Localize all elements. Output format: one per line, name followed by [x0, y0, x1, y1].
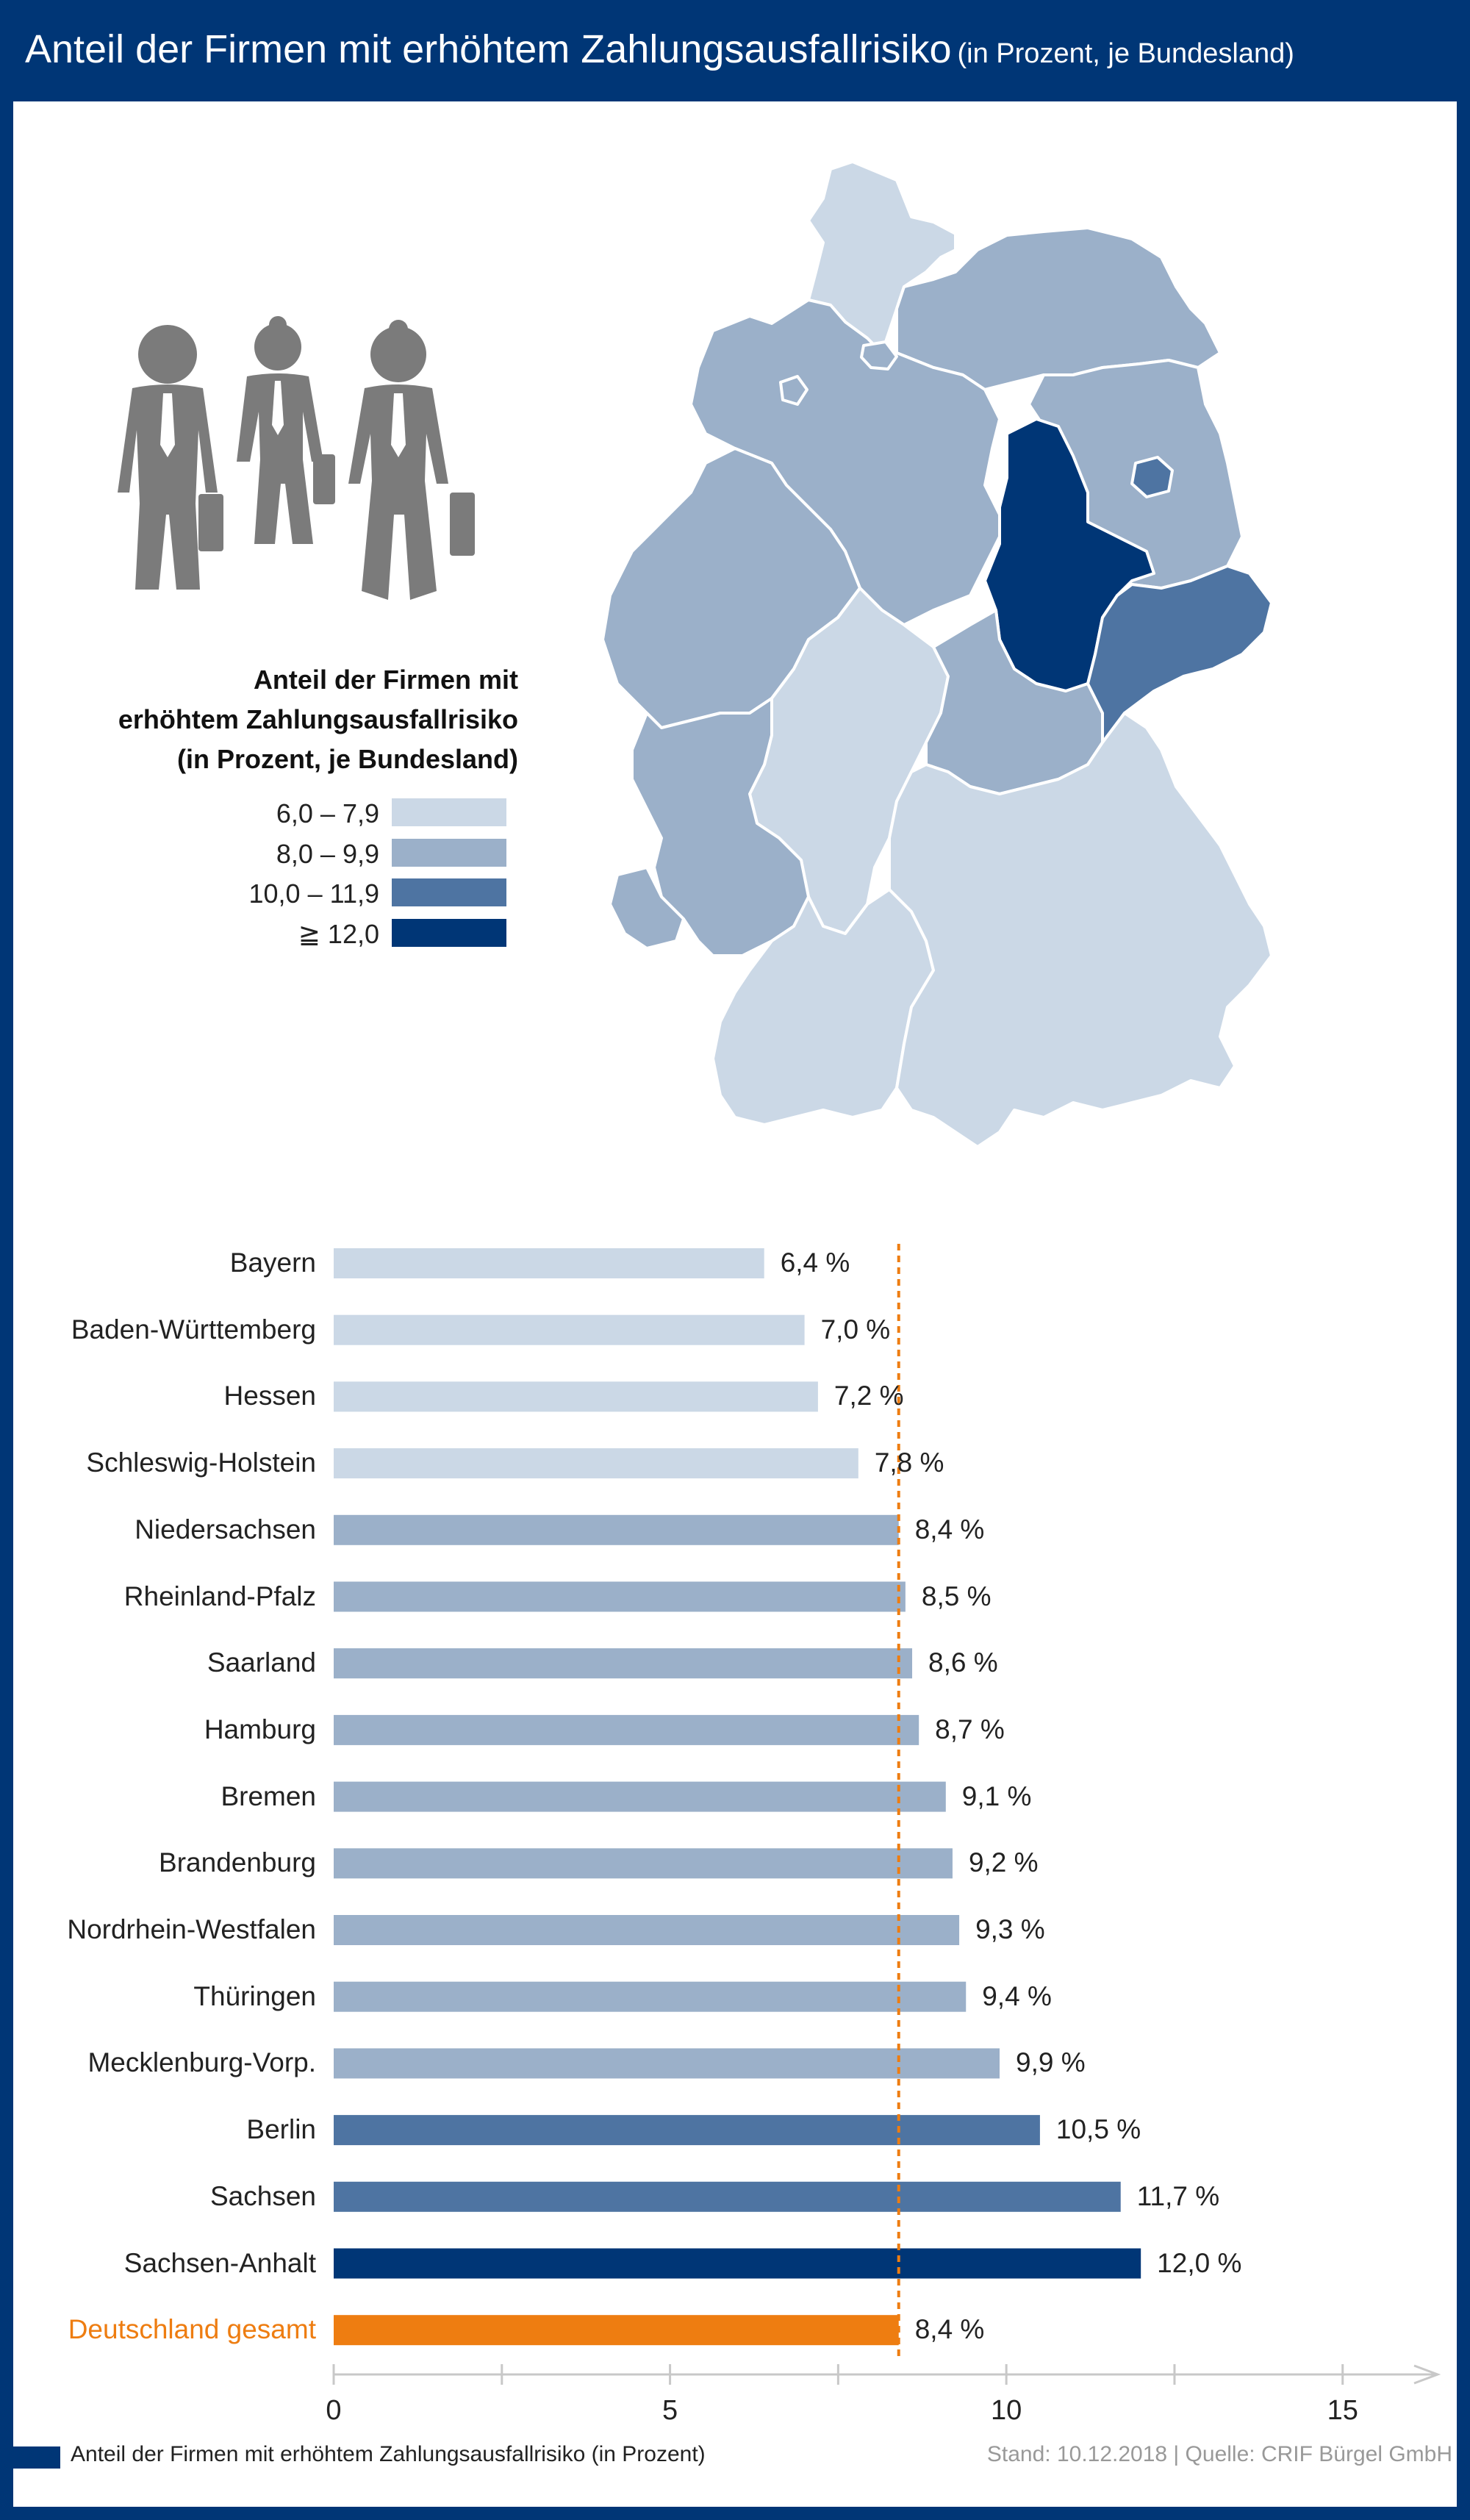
legend-label-3: 10,0 – 11,9 [248, 878, 380, 909]
legend-title-line3: (in Prozent, je Bundesland) [176, 744, 518, 774]
legend-swatch-2 [392, 839, 506, 867]
map-state-hamburg [860, 340, 898, 371]
bar-baden-wuerttemberg [334, 1314, 805, 1345]
bar-mecklenburg-vorp [334, 2048, 1000, 2079]
value-label-berlin: 10,5 % [1055, 2114, 1141, 2145]
legend-label-1: 6,0 – 7,9 [276, 798, 379, 828]
x-tick-label-5: 5 [662, 2395, 678, 2426]
map-state-sachsen [1086, 565, 1273, 744]
bar-schleswig-holstein [334, 1448, 858, 1479]
category-label-berlin: Berlin [246, 2114, 316, 2145]
map-state-bayern [888, 712, 1273, 1148]
page-title: Anteil der Firmen mit erhöhtem Zahlungsa… [25, 26, 1294, 72]
category-label-saarland: Saarland [207, 1647, 316, 1678]
bar-saarland [334, 1648, 913, 1679]
bar-bremen [334, 1781, 946, 1812]
value-label-rheinland-pfalz: 8,5 % [921, 1581, 992, 1611]
category-label-bremen: Bremen [220, 1780, 316, 1811]
category-label-nordrhein-westfalen: Nordrhein-Westfalen [67, 1914, 316, 1944]
title-bar: Anteil der Firmen mit erhöhtem Zahlungsa… [0, 0, 1470, 101]
x-tick-label-0: 0 [326, 2395, 342, 2426]
category-label-bayern: Bayern [229, 1248, 316, 1278]
business-people-icon [118, 316, 475, 600]
value-label-bayern: 6,4 % [780, 1248, 850, 1278]
map-state-berlin [1130, 456, 1174, 498]
germany-map [601, 160, 1273, 1148]
category-label-deutschland-gesamt: Deutschland gesamt [68, 2314, 316, 2345]
bar-sachsen-anhalt [334, 2248, 1141, 2279]
bar-brandenburg [334, 1848, 953, 1879]
legend-title-line2: erhöhtem Zahlungsausfallrisiko [118, 704, 518, 734]
value-label-brandenburg: 9,2 % [968, 1847, 1039, 1878]
legend-swatch-4 [392, 919, 506, 947]
x-tick-label-10: 10 [991, 2395, 1022, 2426]
source-note: Stand: 10.12.2018 | Quelle: CRIF Bürgel … [986, 2442, 1452, 2466]
value-label-deutschland-gesamt: 8,4 % [914, 2314, 985, 2345]
category-label-sachsen: Sachsen [210, 2180, 316, 2211]
legend-swatch-3 [392, 878, 506, 906]
category-label-hessen: Hessen [223, 1381, 316, 1411]
legend-label-4: ≧ 12,0 [298, 919, 379, 949]
bar-sachsen [334, 2181, 1121, 2212]
map-state-bremen [779, 375, 808, 406]
bar-nordrhein-westfalen [334, 1915, 960, 1945]
category-label-sachsen-anhalt: Sachsen-Anhalt [123, 2247, 316, 2278]
title-main-text: Anteil der Firmen mit erhöhtem Zahlungsa… [25, 27, 952, 71]
bar-rheinland-pfalz [334, 1581, 906, 1612]
legend-title-line1: Anteil der Firmen mit [253, 665, 518, 695]
value-label-mecklenburg-vorp: 9,9 % [1016, 2047, 1086, 2078]
title-subtitle: (in Prozent, je Bundesland) [957, 38, 1294, 69]
legend-label-2: 8,0 – 9,9 [276, 839, 379, 869]
value-label-bremen: 9,1 % [961, 1780, 1032, 1811]
footer-legend-label: Anteil der Firmen mit erhöhtem Zahlungsa… [71, 2442, 706, 2466]
bar-bayern [334, 1248, 764, 1278]
value-label-hessen: 7,2 % [833, 1381, 904, 1411]
value-label-niedersachsen: 8,4 % [914, 1514, 985, 1544]
x-axis-arrow [1413, 2364, 1441, 2385]
category-label-baden-wuerttemberg: Baden-Württemberg [71, 1314, 316, 1345]
legend-swatch-1 [392, 798, 506, 826]
bar-hamburg [334, 1714, 919, 1745]
bar-hessen [334, 1381, 818, 1412]
category-label-mecklenburg-vorp: Mecklenburg-Vorp. [87, 2047, 316, 2078]
value-label-thueringen: 9,4 % [982, 1980, 1052, 2011]
category-label-rheinland-pfalz: Rheinland-Pfalz [123, 1581, 316, 1611]
value-label-saarland: 8,6 % [928, 1647, 998, 1678]
x-tick-label-15: 15 [1327, 2395, 1358, 2426]
map-state-saarland [609, 866, 685, 950]
legend-title: Anteil der Firmen mit erhöhtem Zahlungsa… [44, 660, 518, 779]
category-label-niedersachsen: Niedersachsen [135, 1514, 316, 1544]
bar-deutschland-gesamt [334, 2315, 899, 2346]
value-label-schleswig-holstein: 7,8 % [874, 1447, 944, 1478]
bar-berlin [334, 2115, 1040, 2146]
category-label-brandenburg: Brandenburg [159, 1847, 316, 1878]
bar-thueringen [334, 1981, 967, 2012]
value-label-nordrhein-westfalen: 9,3 % [975, 1914, 1045, 1944]
bar-niedersachsen [334, 1514, 899, 1545]
value-label-baden-wuerttemberg: 7,0 % [820, 1314, 891, 1345]
value-label-sachsen: 11,7 % [1136, 2180, 1220, 2211]
value-label-hamburg: 8,7 % [935, 1714, 1005, 1744]
category-label-schleswig-holstein: Schleswig-Holstein [86, 1447, 316, 1478]
category-label-thueringen: Thüringen [193, 1980, 316, 2011]
category-label-hamburg: Hamburg [204, 1714, 316, 1744]
value-label-sachsen-anhalt: 12,0 % [1157, 2247, 1242, 2278]
footer-legend-swatch [13, 2446, 60, 2469]
